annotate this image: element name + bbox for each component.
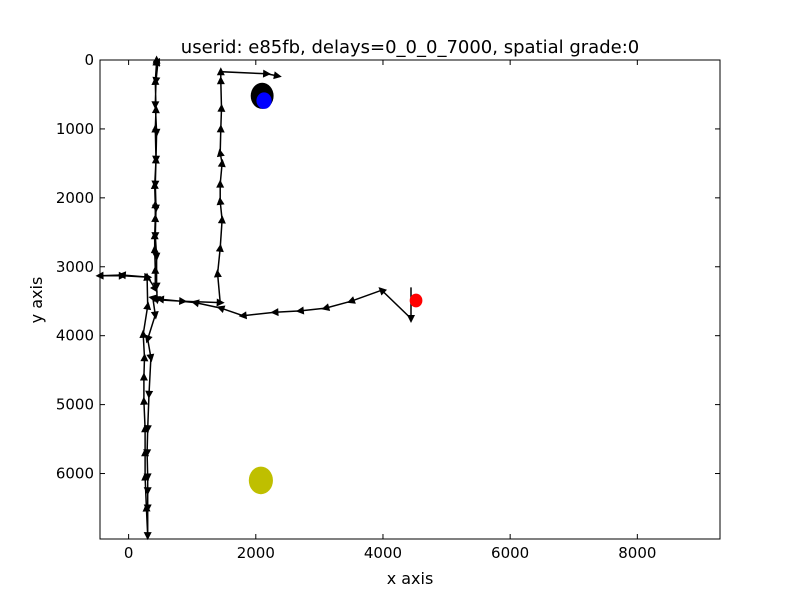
direction-marker: [151, 265, 160, 274]
ticks-layer: 0 2000 4000 6000 8000 0 1000 2000 3000 4000 5000 60…: [56, 51, 720, 562]
x-tick-label: 8000: [618, 544, 656, 562]
direction-marker: [151, 101, 160, 110]
direction-marker: [141, 424, 150, 433]
other-circle: [248, 466, 273, 495]
direction-marker: [143, 487, 152, 496]
y-tick-label: 6000: [56, 465, 94, 483]
direction-marker: [273, 71, 282, 80]
direction-marker: [238, 311, 248, 320]
y-tick-label: 4000: [56, 327, 94, 345]
direction-marker: [140, 353, 149, 362]
direction-marker: [216, 124, 225, 133]
direction-marker: [95, 271, 104, 280]
y-tick-label: 2000: [56, 189, 94, 207]
direction-marker: [217, 215, 226, 224]
direction-marker: [152, 128, 161, 137]
y-tick-label: 0: [84, 51, 94, 69]
direction-marker: [346, 296, 356, 304]
chart-title: userid: e85fb, delays=0_0_0_7000, spatia…: [181, 37, 639, 58]
start-circle: [409, 293, 423, 308]
direction-marker: [151, 232, 160, 241]
direction-marker: [215, 243, 224, 253]
direction-marker: [118, 271, 127, 280]
direction-marker: [152, 57, 161, 67]
direction-marker: [142, 503, 151, 512]
direction-marker: [151, 204, 160, 213]
direction-marker: [141, 472, 150, 481]
x-tick-label: 4000: [364, 544, 402, 562]
x-tick-label: 2000: [237, 544, 275, 562]
direction-marker: [217, 103, 226, 112]
x-tick-label: 6000: [491, 544, 529, 562]
direction-marker: [152, 252, 161, 261]
direction-marker: [216, 67, 225, 76]
direction-marker: [216, 76, 225, 85]
direction-marker: [216, 148, 225, 158]
direction-marker: [152, 76, 161, 86]
direction-marker: [143, 301, 152, 311]
direction-marker: [145, 390, 154, 399]
direction-marker: [378, 287, 387, 296]
direction-marker: [321, 303, 331, 312]
current-circle: [256, 92, 272, 109]
direction-marker: [270, 308, 279, 317]
direction-marker: [217, 158, 226, 168]
direction-marker: [216, 179, 225, 188]
direction-marker: [152, 155, 161, 164]
direction-marker: [153, 296, 162, 305]
circle-layer: [248, 82, 423, 495]
direction-marker: [213, 269, 222, 278]
direction-marker: [216, 196, 225, 206]
direction-marker: [262, 69, 272, 78]
direction-marker: [151, 214, 160, 223]
direction-marker: [140, 396, 149, 405]
direction-marker: [152, 282, 161, 291]
direction-marker: [295, 306, 305, 315]
direction-marker: [178, 297, 188, 306]
marker-layer: [95, 55, 415, 541]
direction-marker: [139, 372, 148, 381]
direction-marker: [141, 448, 150, 457]
direction-marker: [191, 299, 200, 308]
y-axis-label: y axis: [27, 277, 46, 324]
direction-marker: [139, 329, 148, 339]
direction-marker: [150, 245, 159, 254]
direction-marker: [155, 295, 165, 304]
direction-marker: [143, 272, 153, 281]
y-tick-label: 3000: [56, 258, 94, 276]
direction-marker: [216, 298, 225, 307]
x-tick-label: 0: [124, 544, 134, 562]
direction-marker: [150, 310, 159, 320]
y-tick-label: 5000: [56, 396, 94, 414]
direction-marker: [151, 180, 160, 189]
y-tick-label: 1000: [56, 120, 94, 138]
direction-marker: [216, 305, 226, 314]
direction-marker: [407, 315, 415, 323]
x-axis-label: x axis: [387, 569, 434, 588]
direction-marker: [146, 353, 155, 363]
direction-marker: [143, 532, 152, 541]
direction-marker: [151, 105, 160, 114]
